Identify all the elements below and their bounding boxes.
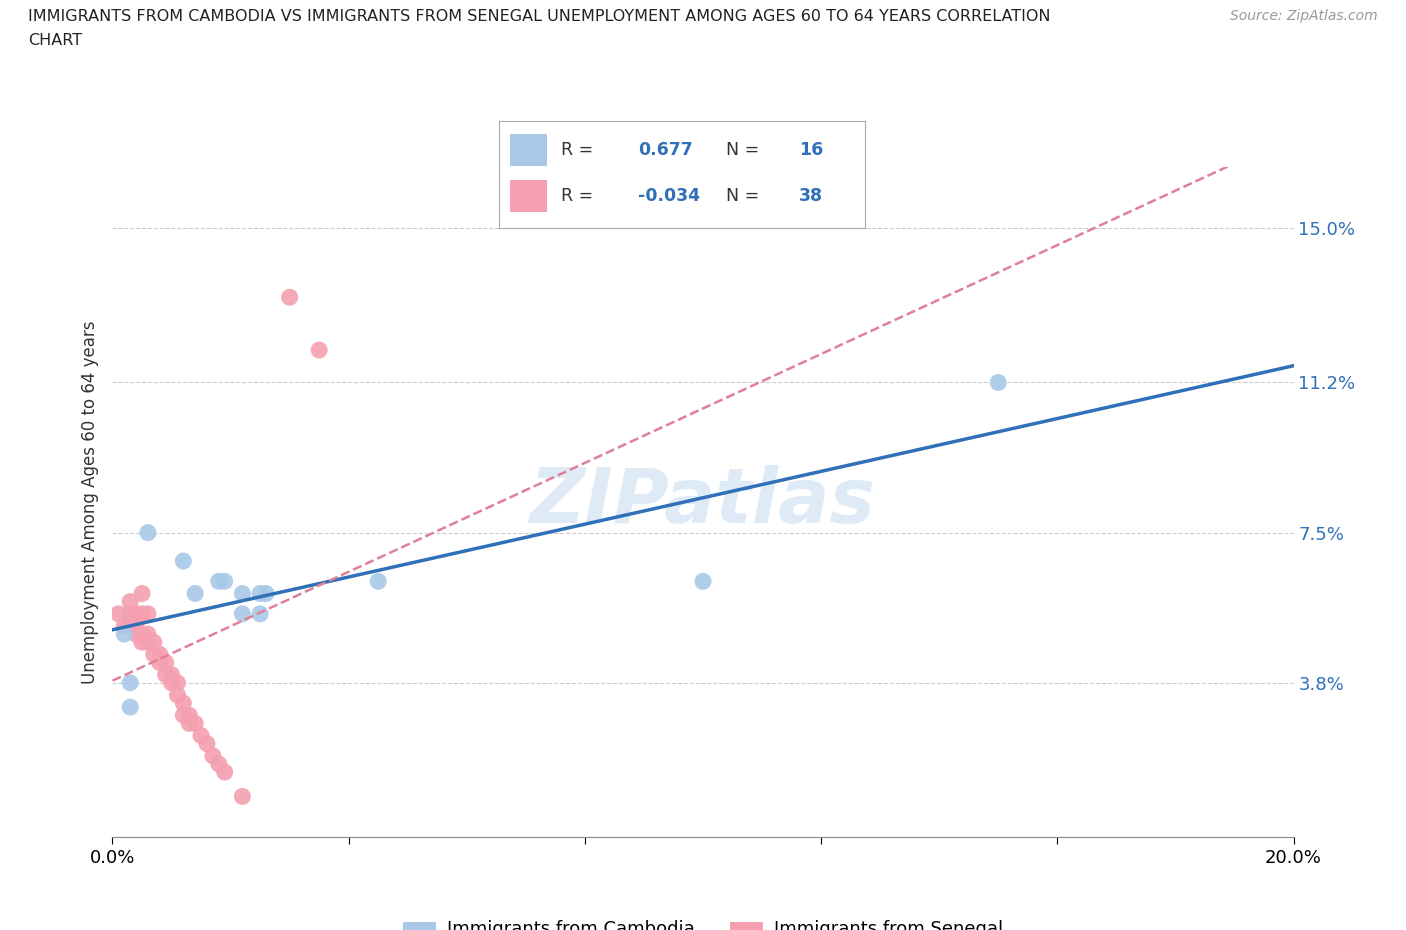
- Point: [142, 635, 165, 650]
- Text: -0.034: -0.034: [638, 187, 700, 205]
- Point: [120, 606, 142, 621]
- Point: [149, 655, 172, 670]
- Text: N =: N =: [725, 140, 759, 159]
- Point: [231, 586, 253, 601]
- Point: [190, 728, 212, 743]
- Text: 38: 38: [799, 187, 823, 205]
- Legend: Immigrants from Cambodia, Immigrants from Senegal: Immigrants from Cambodia, Immigrants fro…: [396, 913, 1010, 930]
- Point: [172, 553, 194, 568]
- Point: [249, 606, 271, 621]
- Point: [208, 756, 231, 771]
- Point: [160, 675, 183, 690]
- Point: [131, 586, 153, 601]
- Point: [987, 375, 1010, 390]
- Point: [125, 627, 148, 642]
- Point: [120, 675, 142, 690]
- Text: 16: 16: [799, 140, 823, 159]
- Point: [308, 342, 330, 357]
- Bar: [510, 179, 547, 212]
- Point: [142, 647, 165, 662]
- Y-axis label: Unemployment Among Ages 60 to 64 years: Unemployment Among Ages 60 to 64 years: [80, 321, 98, 684]
- Point: [107, 606, 129, 621]
- Point: [136, 635, 159, 650]
- Point: [367, 574, 389, 589]
- Text: N =: N =: [725, 187, 759, 205]
- Point: [136, 525, 159, 540]
- Point: [201, 749, 224, 764]
- Point: [155, 655, 177, 670]
- Point: [112, 618, 135, 633]
- Point: [172, 708, 194, 723]
- Point: [179, 716, 201, 731]
- Text: ZIPatlas: ZIPatlas: [530, 465, 876, 539]
- Point: [214, 574, 236, 589]
- Text: R =: R =: [561, 187, 593, 205]
- Point: [231, 606, 253, 621]
- Point: [179, 708, 201, 723]
- Text: Source: ZipAtlas.com: Source: ZipAtlas.com: [1230, 9, 1378, 23]
- Text: IMMIGRANTS FROM CAMBODIA VS IMMIGRANTS FROM SENEGAL UNEMPLOYMENT AMONG AGES 60 T: IMMIGRANTS FROM CAMBODIA VS IMMIGRANTS F…: [28, 9, 1050, 24]
- Text: R =: R =: [561, 140, 593, 159]
- Point: [249, 586, 271, 601]
- Point: [184, 716, 207, 731]
- Point: [155, 667, 177, 682]
- Point: [131, 627, 153, 642]
- Point: [131, 606, 153, 621]
- Point: [120, 699, 142, 714]
- Point: [254, 586, 277, 601]
- Point: [149, 647, 172, 662]
- Point: [120, 594, 142, 609]
- Point: [125, 618, 148, 633]
- Point: [214, 764, 236, 779]
- Point: [160, 667, 183, 682]
- Point: [166, 687, 188, 702]
- Bar: [510, 134, 547, 166]
- Point: [112, 627, 135, 642]
- Point: [278, 290, 301, 305]
- Text: 0.677: 0.677: [638, 140, 693, 159]
- Point: [172, 696, 194, 711]
- Point: [136, 627, 159, 642]
- Text: CHART: CHART: [28, 33, 82, 47]
- Point: [136, 606, 159, 621]
- Point: [184, 586, 207, 601]
- Point: [166, 675, 188, 690]
- Point: [120, 618, 142, 633]
- Point: [692, 574, 714, 589]
- Point: [231, 789, 253, 804]
- Point: [208, 574, 231, 589]
- Point: [125, 606, 148, 621]
- Point: [195, 737, 218, 751]
- Point: [131, 635, 153, 650]
